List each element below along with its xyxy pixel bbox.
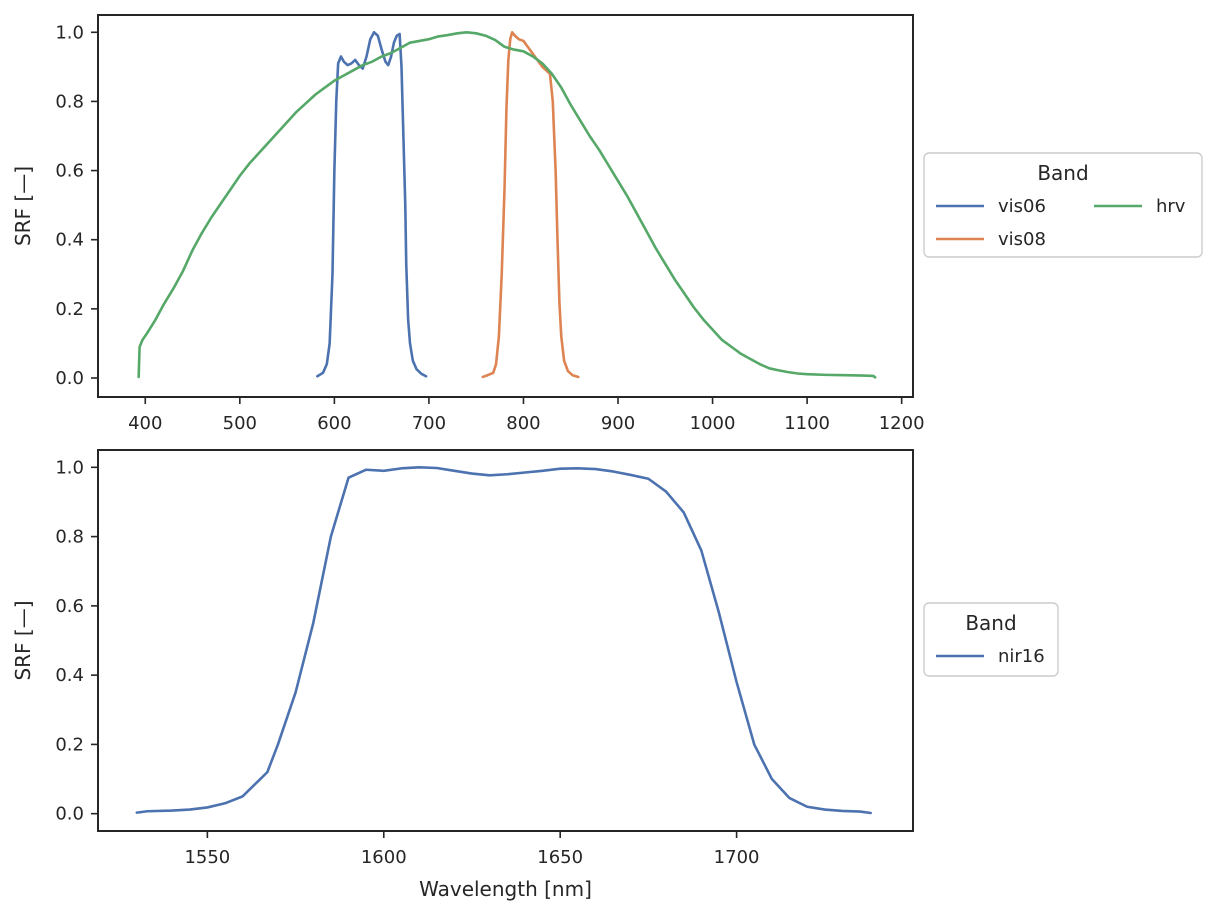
x-tick-label: 1600 [361, 847, 407, 868]
legend: Band vis06 vis08 hrv [923, 152, 1203, 258]
y-tick-label: 1.0 [55, 22, 84, 43]
y-axis-label: SRF [—] [11, 600, 35, 680]
axes-frame [97, 449, 914, 832]
series-line-hrv [137, 30, 877, 379]
chart-1: 400 500 600 700 800 900 1000 1100 1200 0.0 0.2 0.4 0… [11, 14, 1203, 434]
x-tick-label: 1200 [879, 413, 925, 434]
y-tick-label: 0.0 [55, 804, 84, 825]
legend-box [923, 602, 1059, 677]
x-tick-label: 700 [412, 413, 446, 434]
y-tick-label: 0.2 [55, 734, 84, 755]
series-line-nir16 [135, 466, 872, 815]
y-axis-label: SRF [—] [11, 166, 35, 246]
x-tick-label: 800 [506, 413, 540, 434]
x-tick-label: 1700 [714, 847, 760, 868]
x-tick-label: 1100 [784, 413, 830, 434]
axes-frame [97, 14, 914, 398]
legend-title: Band [1037, 161, 1088, 185]
y-tick-label: 0.2 [55, 299, 84, 320]
x-tick-label: 500 [223, 413, 257, 434]
y-tick-label: 0.4 [55, 230, 84, 251]
x-tick-label: 1650 [537, 847, 583, 868]
legend-label-vis06: vis06 [998, 196, 1046, 217]
legend: Band nir16 [923, 602, 1059, 677]
x-tick-label: 900 [601, 413, 635, 434]
legend-title: Band [965, 611, 1016, 635]
legend-label-hrv: hrv [1156, 196, 1186, 217]
legend-box [923, 152, 1203, 258]
legend-label-nir16: nir16 [998, 646, 1045, 667]
y-tick-label: 0.6 [55, 596, 84, 617]
y-tick-label: 0.6 [55, 161, 84, 182]
x-tick-label: 400 [128, 413, 162, 434]
series-line-vis08 [481, 30, 580, 379]
x-axis-label: Wavelength [nm] [419, 877, 592, 901]
y-tick-label: 0.4 [55, 665, 84, 686]
y-tick-label: 0.0 [55, 368, 84, 389]
y-tick-label: 0.8 [55, 91, 84, 112]
x-tick-label: 1000 [690, 413, 736, 434]
x-tick-label: 1550 [184, 847, 230, 868]
series-line-vis06 [316, 30, 428, 378]
y-tick-label: 1.0 [55, 457, 84, 478]
x-tick-label: 600 [317, 413, 351, 434]
y-tick-label: 0.8 [55, 527, 84, 548]
legend-label-vis08: vis08 [998, 229, 1046, 250]
chart-2: 1550 1600 1650 1700 0.0 0.2 0.4 0.6 0.8 1.0 SRF [—… [11, 449, 1059, 901]
